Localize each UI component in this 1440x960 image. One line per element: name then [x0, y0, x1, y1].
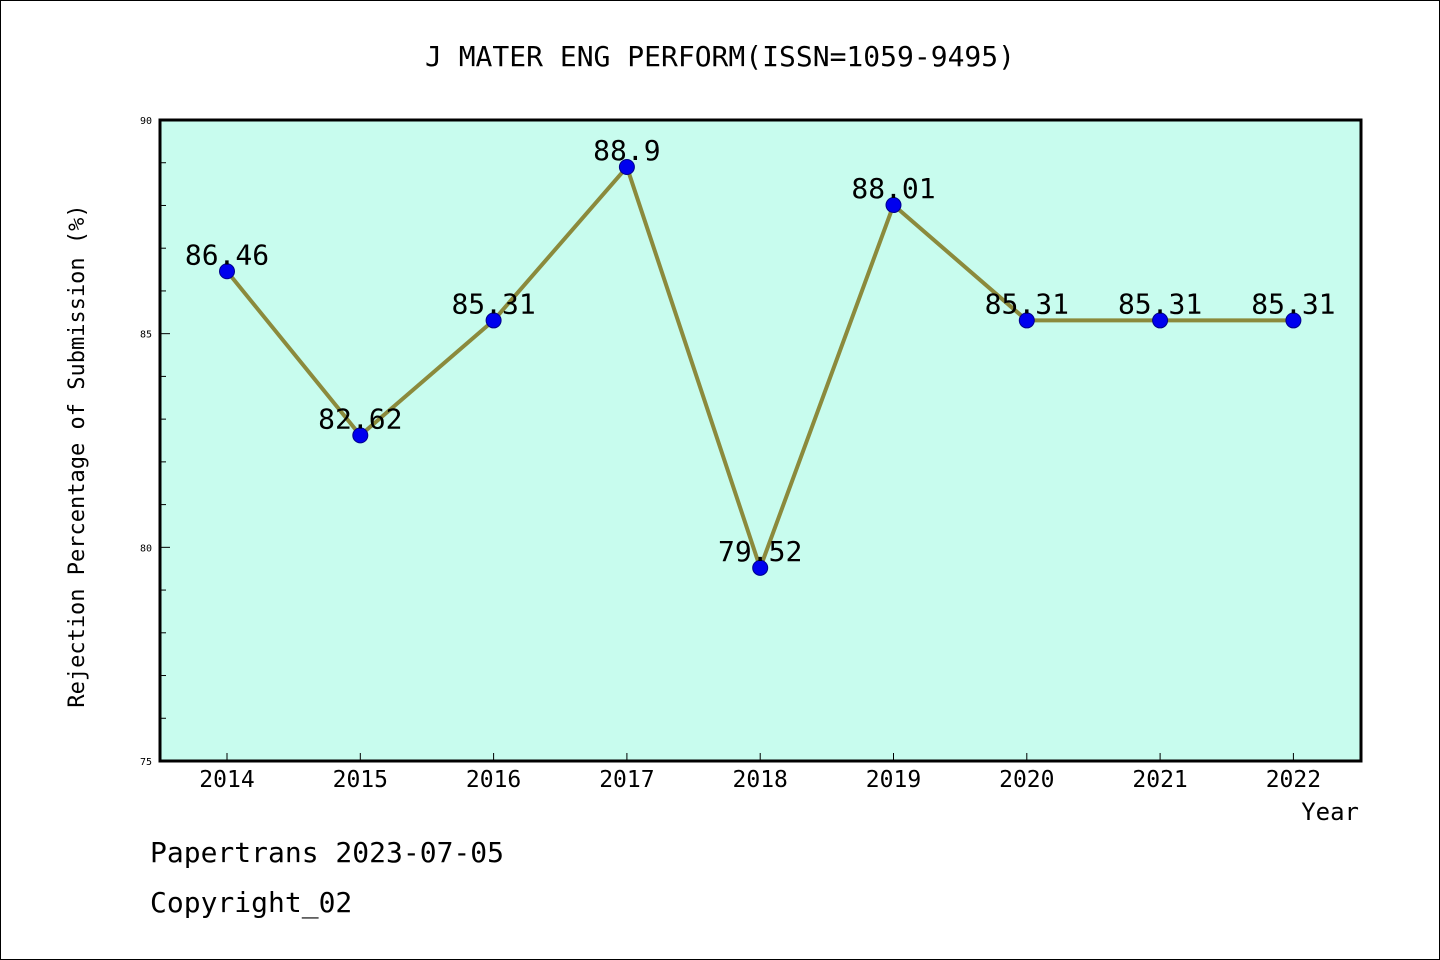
data-label: 85.31: [985, 287, 1069, 320]
data-label: 85.31: [1251, 287, 1335, 320]
data-label: 88.01: [851, 172, 935, 205]
data-point: [219, 263, 235, 280]
x-tick-label: 2014: [199, 767, 254, 793]
data-label: 79.52: [718, 535, 802, 568]
data-label: 85.31: [451, 287, 535, 320]
series-points-group: [219, 159, 1302, 576]
data-point: [618, 159, 635, 176]
footer-date: Papertrans 2023-07-05: [150, 836, 505, 869]
x-tick-label: 2018: [733, 767, 788, 793]
x-tick-label: 2022: [1266, 767, 1321, 793]
x-tick-label: 2017: [599, 767, 654, 793]
data-label: 86.46: [185, 238, 269, 271]
x-axis-ticks: 2014 2015 2016 2017 2018 2019 2020 2021 2022: [199, 753, 1321, 793]
x-tick-label: 2020: [999, 767, 1054, 793]
data-labels-group: 86.46 82.62 85.31 88.9 79.52 88.01 85.31 85.31 8…: [185, 134, 1336, 568]
x-axis-label: Year: [1301, 798, 1359, 826]
data-point: [885, 197, 902, 214]
y-tick-label: 90: [140, 116, 152, 127]
y-axis-label: Rejection Percentage of Submission (%): [65, 204, 90, 707]
y-tick-label: 75: [140, 757, 152, 768]
y-tick-label: 85: [140, 330, 152, 341]
data-point: [1285, 312, 1302, 329]
plot-border: [158, 118, 1363, 763]
data-point: [752, 559, 769, 576]
x-tick-label: 2021: [1132, 767, 1187, 793]
footer-copyright: Copyright_02: [150, 886, 353, 919]
data-point: [1152, 312, 1169, 329]
data-label: 85.31: [1118, 287, 1202, 320]
plot-area: [160, 120, 1361, 761]
data-point: [352, 427, 369, 444]
x-tick-label: 2019: [866, 767, 921, 793]
x-tick-label: 2015: [333, 767, 388, 793]
data-point: [485, 312, 502, 329]
data-label: 82.62: [318, 402, 402, 435]
y-tick-label: 80: [140, 543, 152, 554]
x-tick-label: 2016: [466, 767, 521, 793]
data-label: 88.9: [593, 134, 660, 167]
data-point: [1018, 312, 1035, 329]
chart-title: J MATER ENG PERFORM(ISSN=1059-9495): [425, 40, 1015, 73]
